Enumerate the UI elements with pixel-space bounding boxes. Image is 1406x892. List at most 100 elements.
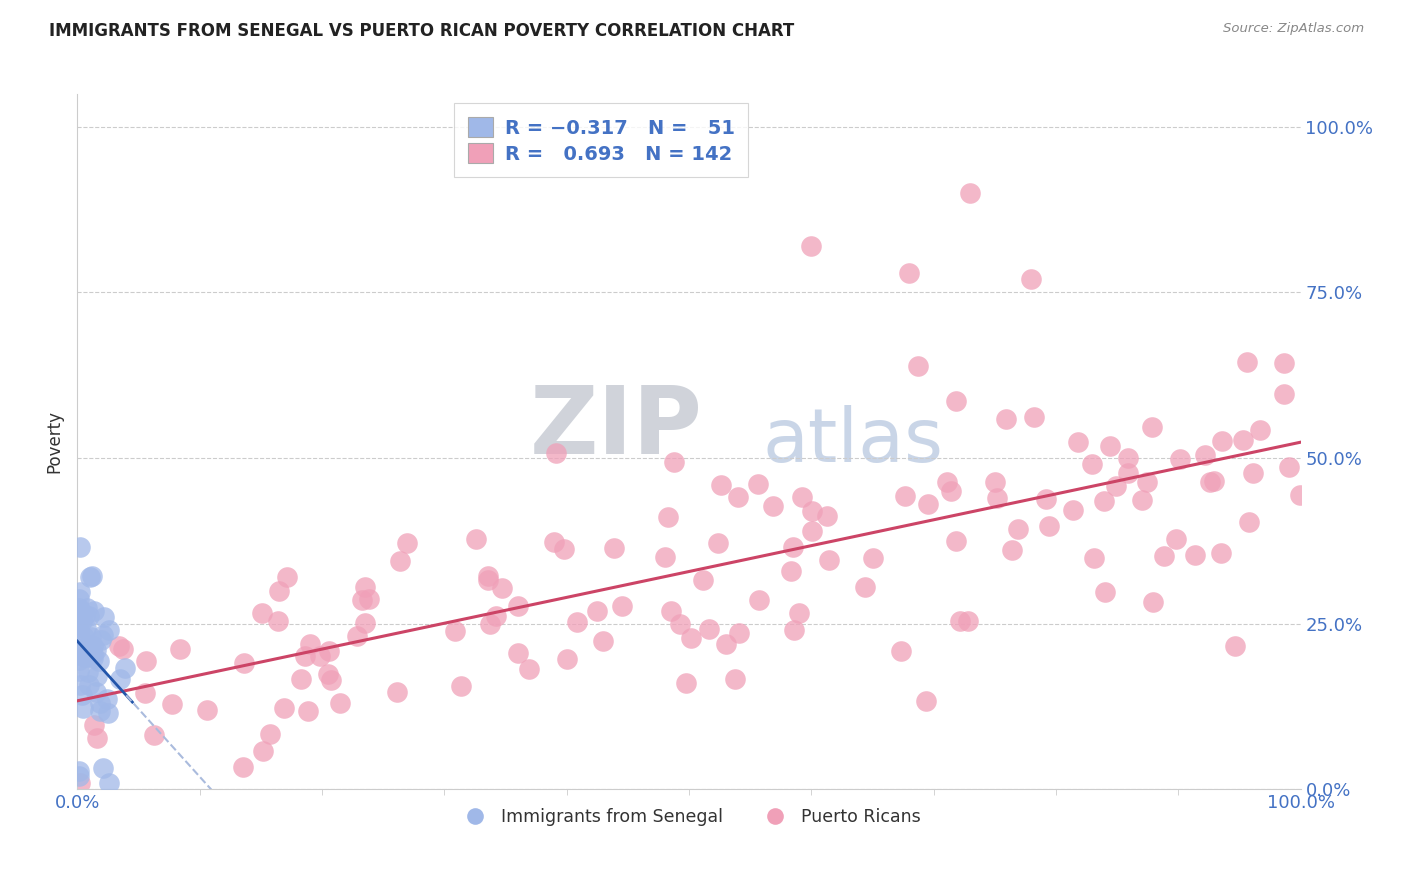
Point — [1202, 475, 1225, 489]
Point — [297, 705, 319, 719]
Point — [90, 633, 112, 648]
Point — [1164, 532, 1187, 546]
Point — [385, 684, 408, 698]
Point — [350, 593, 373, 607]
Point — [77, 608, 100, 623]
Point — [779, 564, 801, 578]
Point — [195, 702, 218, 716]
Point — [98, 624, 121, 638]
Point — [111, 642, 134, 657]
Point — [727, 626, 749, 640]
Point — [75, 622, 97, 636]
Point — [1211, 434, 1233, 449]
Point — [77, 665, 100, 679]
Point — [319, 673, 342, 687]
Point — [1105, 479, 1128, 493]
Point — [232, 760, 254, 774]
Point — [259, 727, 281, 741]
Point — [1035, 491, 1057, 506]
Point — [169, 642, 191, 657]
Point — [707, 536, 730, 550]
Point — [662, 455, 685, 469]
Point — [329, 697, 352, 711]
Point — [862, 550, 884, 565]
Point — [67, 624, 90, 639]
Point — [727, 490, 749, 504]
Point — [69, 591, 91, 606]
Point — [1098, 439, 1121, 453]
Point — [67, 601, 90, 615]
Point — [710, 477, 733, 491]
Point — [1116, 450, 1139, 465]
Point — [84, 643, 107, 657]
Point — [93, 610, 115, 624]
Point — [357, 591, 380, 606]
Point — [675, 676, 697, 690]
Point — [1001, 543, 1024, 558]
Point — [82, 640, 104, 654]
Point — [67, 622, 90, 636]
Point — [818, 553, 841, 567]
Point — [98, 776, 121, 790]
Point — [79, 638, 101, 652]
Point — [83, 717, 105, 731]
Point — [89, 704, 111, 718]
Point — [252, 744, 274, 758]
Point — [108, 672, 131, 686]
Point — [267, 583, 290, 598]
Point — [679, 631, 702, 645]
Point — [815, 508, 838, 523]
Point — [464, 532, 486, 546]
Point — [586, 604, 609, 618]
Point — [69, 776, 91, 790]
Point — [294, 649, 316, 664]
Point — [67, 764, 90, 779]
Point — [70, 614, 93, 628]
Point — [72, 689, 94, 703]
Point — [762, 500, 785, 514]
Point — [69, 644, 91, 658]
Point — [309, 649, 332, 664]
Point — [1094, 585, 1116, 599]
Point — [1236, 354, 1258, 368]
Point — [657, 510, 679, 524]
Point — [603, 541, 626, 555]
Text: ZIP: ZIP — [530, 382, 703, 474]
Point — [1022, 409, 1045, 424]
Text: Source: ZipAtlas.com: Source: ZipAtlas.com — [1223, 22, 1364, 36]
Point — [396, 535, 419, 549]
Point — [1142, 595, 1164, 609]
Point — [450, 680, 472, 694]
Point — [1153, 549, 1175, 563]
Point — [142, 728, 165, 742]
Point — [986, 491, 1008, 505]
Point — [84, 685, 107, 699]
Point — [290, 672, 312, 686]
Legend: Immigrants from Senegal, Puerto Ricans: Immigrants from Senegal, Puerto Ricans — [450, 801, 928, 833]
Point — [91, 761, 114, 775]
Point — [1277, 460, 1299, 475]
Point — [114, 661, 136, 675]
Point — [1136, 475, 1159, 489]
Point — [73, 608, 96, 623]
Point — [76, 600, 98, 615]
Point — [890, 644, 912, 658]
Point — [800, 504, 823, 518]
Point — [477, 569, 499, 583]
Point — [298, 636, 321, 650]
Text: IMMIGRANTS FROM SENEGAL VS PUERTO RICAN POVERTY CORRELATION CHART: IMMIGRANTS FROM SENEGAL VS PUERTO RICAN … — [49, 22, 794, 40]
Point — [86, 668, 108, 682]
Point — [612, 599, 634, 614]
Point — [1116, 466, 1139, 480]
Point — [941, 484, 963, 499]
Point — [792, 491, 814, 505]
Point — [853, 580, 876, 594]
Point — [956, 614, 979, 628]
Point — [73, 630, 96, 644]
Point — [353, 616, 375, 631]
Point — [1083, 551, 1105, 566]
Point — [697, 622, 720, 636]
Point — [915, 694, 938, 708]
Point — [83, 604, 105, 618]
Point — [354, 580, 377, 594]
